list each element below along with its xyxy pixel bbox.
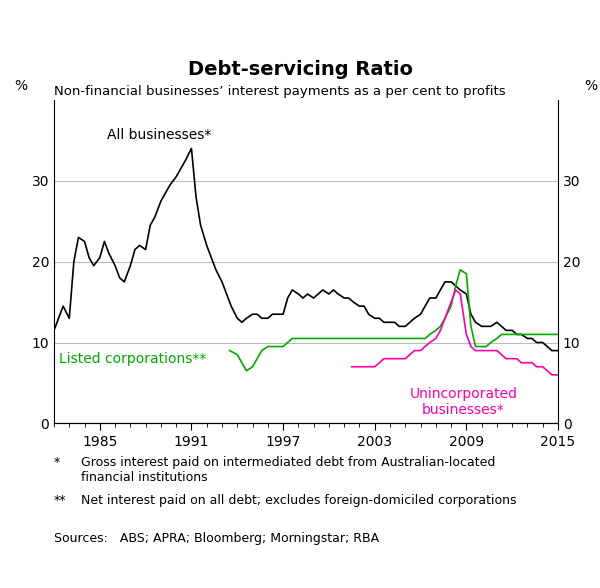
Text: Non-financial businesses’ interest payments as a per cent to profits: Non-financial businesses’ interest payme… (54, 85, 506, 98)
Text: *: * (54, 456, 60, 469)
Text: Gross interest paid on intermediated debt from Australian-located
financial inst: Gross interest paid on intermediated deb… (81, 456, 496, 484)
Text: %: % (584, 79, 598, 93)
Text: **: ** (54, 494, 67, 507)
Text: %: % (14, 79, 28, 93)
Text: Unincorporated
businesses*: Unincorporated businesses* (409, 387, 517, 417)
Text: Listed corporations**: Listed corporations** (59, 352, 206, 366)
Text: Sources:   ABS; APRA; Bloomberg; Morningstar; RBA: Sources: ABS; APRA; Bloomberg; Morningst… (54, 532, 379, 545)
Text: All businesses*: All businesses* (107, 128, 212, 142)
Text: Debt-servicing Ratio: Debt-servicing Ratio (187, 61, 413, 79)
Text: Net interest paid on all debt; excludes foreign-domiciled corporations: Net interest paid on all debt; excludes … (81, 494, 517, 507)
